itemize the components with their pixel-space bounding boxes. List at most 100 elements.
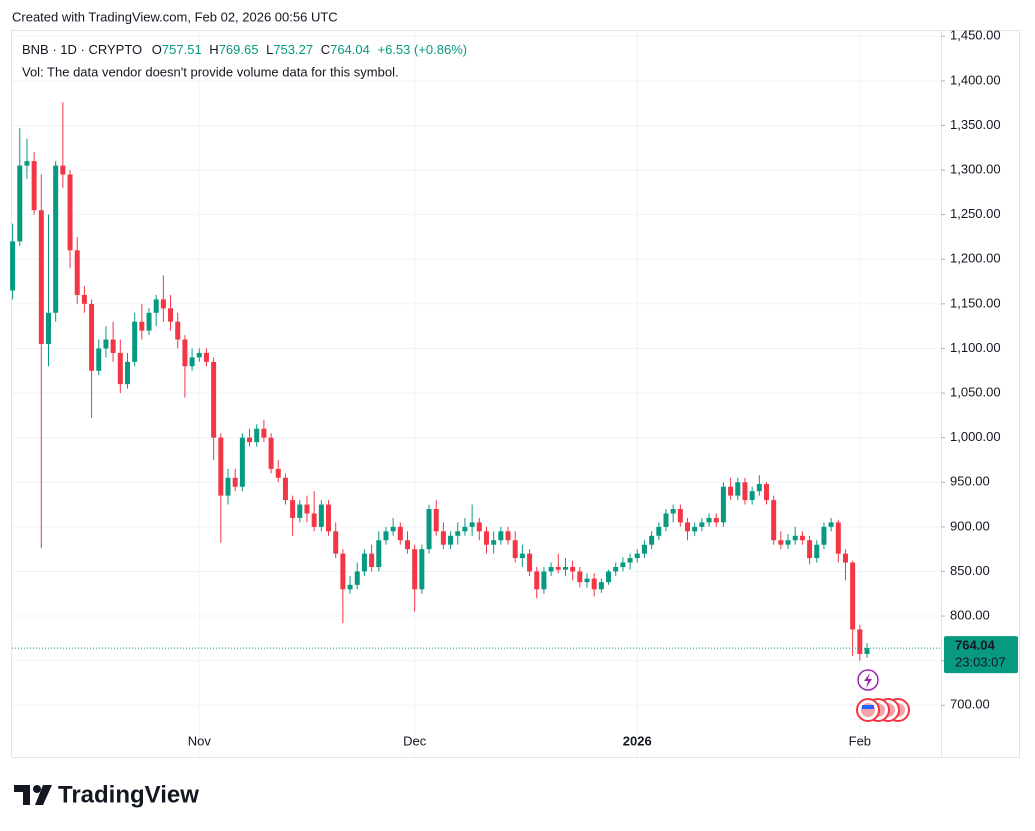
y-tick-label: 900.00 <box>950 518 990 533</box>
candle-body <box>247 437 253 443</box>
x-tick-label: Feb <box>849 733 871 748</box>
symbol: BNB · 1D · CRYPTO <box>22 42 142 57</box>
candle-body <box>182 339 188 367</box>
candle-body <box>24 161 30 166</box>
legend: BNB · 1D · CRYPTO O757.51 H769.65 L753.2… <box>22 42 467 57</box>
candle-body <box>361 553 367 572</box>
candle-body <box>627 558 633 563</box>
candle-body <box>692 526 698 532</box>
y-tick-label: 1,350.00 <box>950 117 1001 132</box>
candles <box>10 102 870 661</box>
flag-canton <box>862 705 874 709</box>
candle-body <box>541 571 547 590</box>
brand: TradingView <box>58 781 199 808</box>
candle-body <box>297 504 303 518</box>
candle-body <box>139 321 145 331</box>
candle-body <box>814 544 820 559</box>
candle-body <box>146 312 152 331</box>
candle-body <box>778 540 784 545</box>
candle-body <box>512 540 518 559</box>
candle-body <box>792 535 798 541</box>
candle-body <box>390 526 396 532</box>
candle-body <box>498 531 504 541</box>
logo-dot <box>33 785 41 793</box>
candle-body <box>555 566 561 570</box>
candle-body <box>620 562 626 567</box>
candle-body <box>31 161 37 211</box>
candle-body <box>340 553 346 590</box>
candle-body <box>577 571 583 583</box>
candle-body <box>203 352 209 362</box>
candle-body <box>103 339 109 349</box>
candle-body <box>124 361 130 385</box>
candle-body <box>211 361 217 438</box>
candle-body <box>369 553 375 567</box>
y-tick-label: 1,200.00 <box>950 251 1001 266</box>
high-letter: H <box>209 42 218 57</box>
candle-body <box>397 526 403 541</box>
x-tick-label: Dec <box>403 733 427 748</box>
y-tick-label: 1,450.00 <box>950 28 1001 43</box>
candle-body <box>828 522 834 527</box>
y-tick-label: 1,000.00 <box>950 429 1001 444</box>
candle-body <box>189 357 195 367</box>
candle-body <box>232 477 238 487</box>
close-value: 764.04 <box>330 42 370 57</box>
candle-body <box>326 504 332 532</box>
candle-body <box>584 578 590 583</box>
high-value: 769.65 <box>219 42 259 57</box>
candle-body <box>706 517 712 523</box>
candle-body <box>720 486 726 523</box>
low-letter: L <box>266 42 273 57</box>
candle-body <box>534 571 540 590</box>
candle-body <box>60 165 66 175</box>
candle-body <box>89 303 95 371</box>
y-tick-label: 1,400.00 <box>950 72 1001 87</box>
candle-body <box>67 174 73 251</box>
candle-body <box>799 535 805 541</box>
candle-body <box>606 571 612 583</box>
candle-body <box>46 312 51 344</box>
axes: 700.00750.00800.00850.00900.00950.001,00… <box>12 28 1018 748</box>
y-tick-label: 1,150.00 <box>950 295 1001 310</box>
candle-body <box>426 509 432 550</box>
candle-body <box>175 321 181 340</box>
candle-body <box>53 165 59 313</box>
candle-body <box>10 241 16 291</box>
candle-body <box>491 540 497 545</box>
candle-body <box>807 540 813 559</box>
logo-mark <box>14 785 30 805</box>
change: +6.53 (+0.86%) <box>377 42 467 57</box>
candle-body <box>821 526 827 545</box>
candle-body <box>469 522 475 527</box>
candle-body <box>634 553 640 559</box>
candle-body <box>275 468 281 478</box>
candle-body <box>764 484 769 501</box>
candle-body <box>857 629 863 654</box>
candle-body <box>699 522 705 527</box>
candle-body <box>225 477 231 496</box>
candle-body <box>282 477 288 501</box>
candle-body <box>290 500 296 518</box>
candle-body <box>641 544 647 554</box>
candle-body <box>268 437 274 469</box>
candle-body <box>405 540 410 550</box>
candle-body <box>81 294 87 304</box>
countdown: 23:03:07 <box>955 655 1006 670</box>
candle-body <box>864 648 870 654</box>
candle-body <box>570 566 576 572</box>
candle-body <box>376 540 382 567</box>
candle-body <box>613 566 619 572</box>
price-tag <box>944 636 1018 674</box>
candle-body <box>785 540 791 545</box>
candle-body <box>842 553 848 563</box>
candle-body <box>519 553 525 559</box>
candle-body <box>448 535 454 545</box>
y-tick-label: 950.00 <box>950 474 990 489</box>
x-tick-label: Nov <box>188 733 212 748</box>
candle-body <box>835 522 841 554</box>
y-tick-label: 700.00 <box>950 697 990 712</box>
lightning-glyph <box>864 673 872 688</box>
